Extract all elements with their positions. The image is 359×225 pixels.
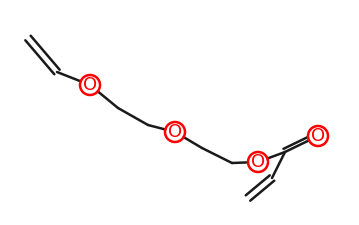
Text: O: O: [168, 123, 182, 141]
Text: O: O: [251, 153, 265, 171]
Text: O: O: [83, 76, 97, 94]
Text: O: O: [311, 127, 325, 145]
